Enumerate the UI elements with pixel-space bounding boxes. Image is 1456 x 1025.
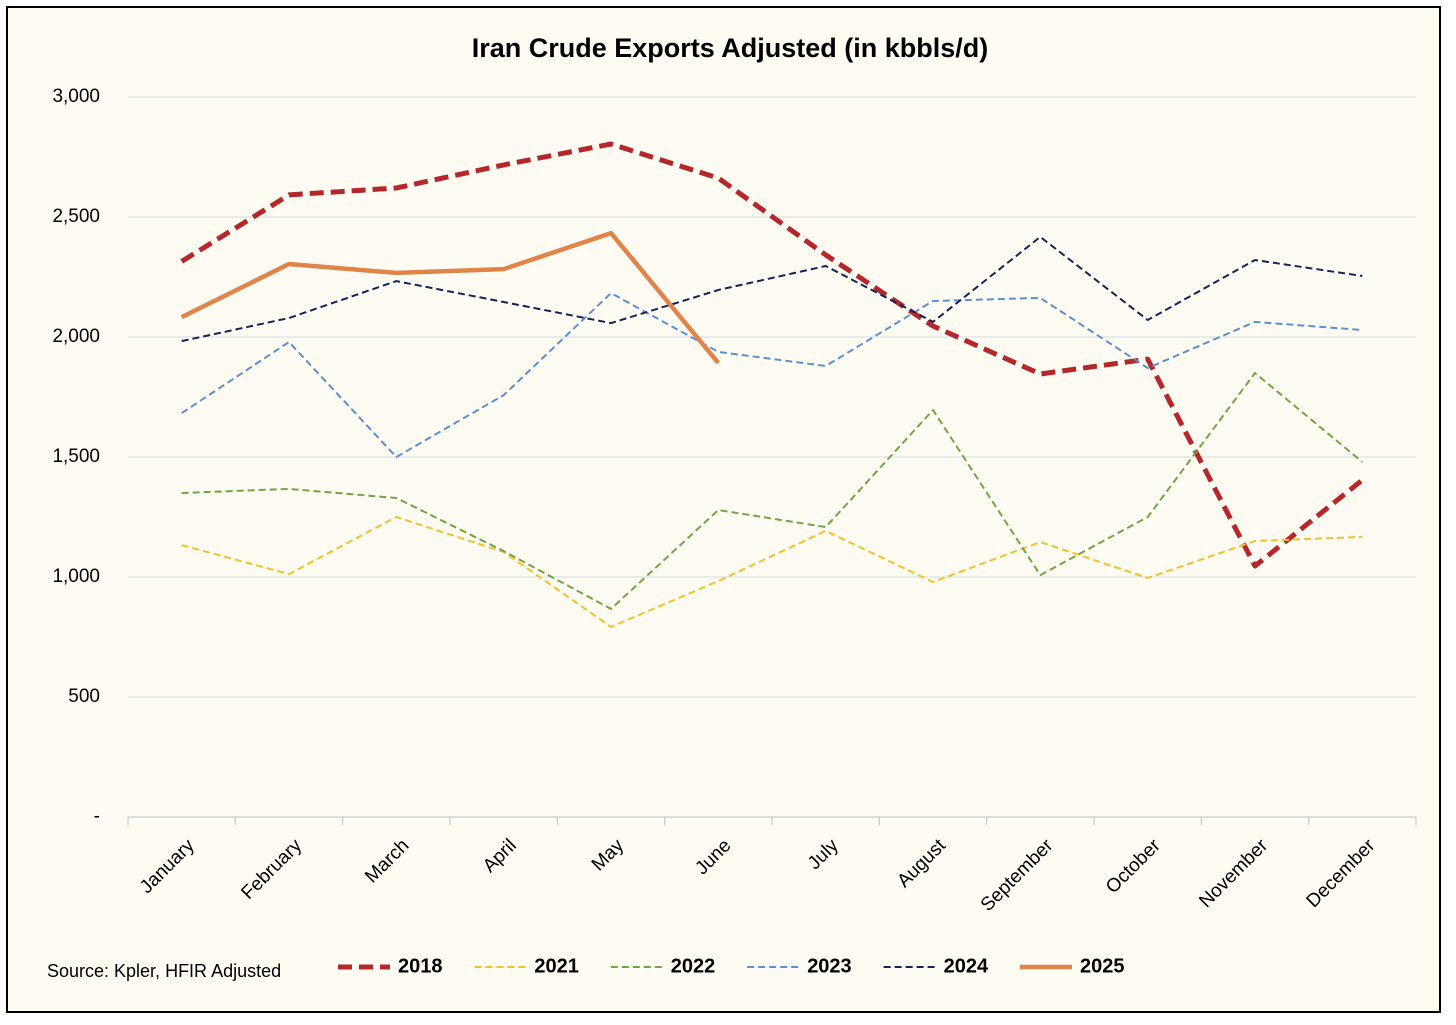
legend-label: 2021 <box>534 955 579 977</box>
y-tick-label: 2,000 <box>52 326 100 347</box>
source-note: Source: Kpler, HFIR Adjusted <box>47 961 281 981</box>
series-line <box>180 141 1364 569</box>
y-tick-label: 1,500 <box>52 446 100 467</box>
series-line <box>181 235 1363 343</box>
legend-label: 2025 <box>1080 955 1125 977</box>
chart-frame <box>6 6 1441 1013</box>
series-line <box>180 230 721 365</box>
y-tick-label: 3,000 <box>52 86 100 107</box>
legend-label: 2023 <box>807 955 852 977</box>
y-tick-label: 2,500 <box>52 206 100 227</box>
y-tick-label: - <box>94 806 100 827</box>
y-tick-label: 1,000 <box>52 566 100 587</box>
legend-label: 2024 <box>944 955 989 977</box>
legend-label: 2022 <box>671 955 716 977</box>
chart-title: Iran Crude Exports Adjusted (in kbbls/d) <box>472 33 989 63</box>
series-line <box>181 516 1363 628</box>
series-line <box>181 292 1363 458</box>
y-tick-label: 500 <box>68 686 100 707</box>
legend-label: 2018 <box>398 955 443 977</box>
